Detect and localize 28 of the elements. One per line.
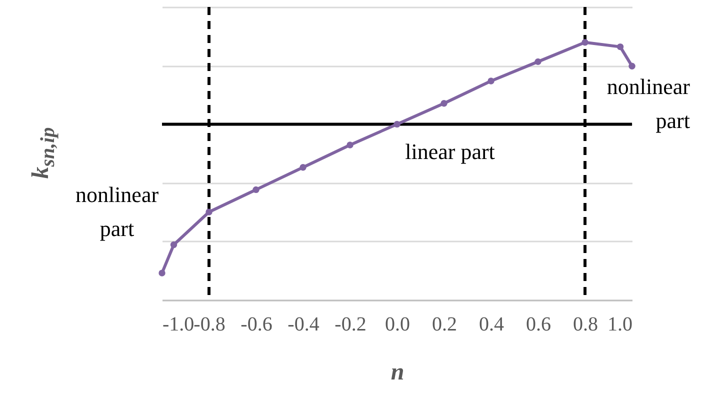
x-tick-label: 0.4 (479, 314, 504, 336)
point (534, 58, 542, 66)
x-tick-label: 0.2 (432, 314, 457, 336)
point (628, 62, 636, 70)
x-tick-label: -0.2 (334, 314, 366, 336)
annotation: linear part (405, 139, 495, 164)
x-tick-label: 1.0 (608, 314, 632, 336)
point (582, 38, 588, 46)
x-tick-label: -0.8 (194, 314, 226, 336)
point (206, 208, 212, 216)
annotation: nonlinear part (606, 74, 691, 133)
x-tick-label: -1.0 (162, 314, 194, 336)
point (394, 120, 400, 128)
point (346, 142, 354, 148)
point (300, 164, 306, 171)
x-tick-label: 0.6 (526, 314, 551, 336)
x-tick-label: -0.6 (240, 314, 272, 336)
point (170, 241, 178, 248)
point (488, 78, 494, 84)
x-tick-label: 0.8 (573, 314, 598, 336)
x-tick-label: -0.4 (288, 314, 320, 336)
point (158, 270, 166, 276)
x-axis-title: n (390, 360, 404, 386)
point (252, 186, 260, 194)
point (440, 100, 448, 107)
text: nonlinear part (75, 182, 160, 241)
x-tick-label: 0.0 (385, 314, 410, 336)
point (616, 43, 624, 50)
